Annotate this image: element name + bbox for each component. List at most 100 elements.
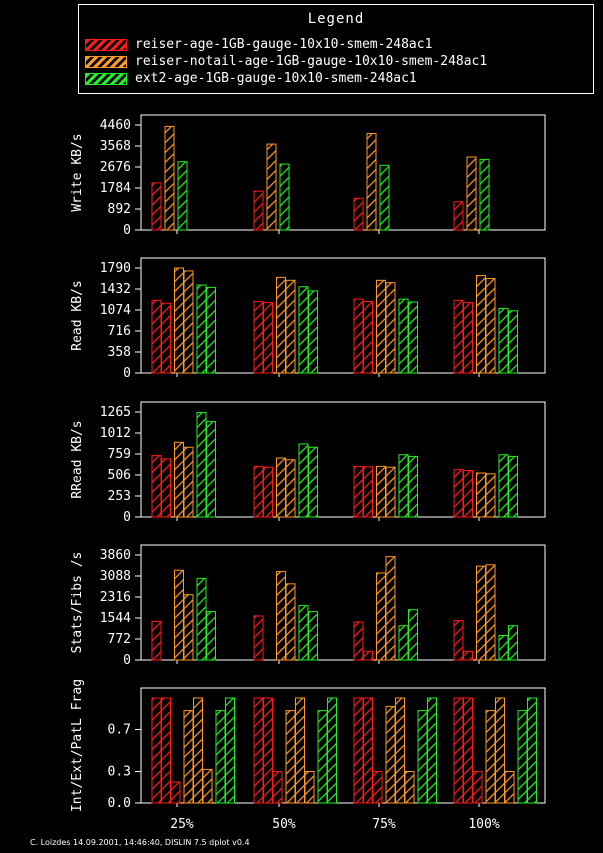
y-tick-label-4-0: 0.0 (108, 796, 131, 811)
bar-p3-s0-c0-b0 (151, 620, 162, 661)
bar-p3-s1-c2-b0 (376, 572, 386, 661)
bar-p2-s2-c1-b0 (298, 443, 309, 518)
bar-p1-s0-c1-b1 (263, 302, 273, 374)
legend-label-reiser: reiser-age-1GB-gauge-10x10-smem-248ac1 (135, 37, 433, 52)
bar-p1-s0-c0-b0 (151, 299, 162, 374)
bar-p4-s1-c3-b0 (485, 710, 496, 804)
plot-frame-3 (140, 544, 546, 661)
bar-p2-s1-c0-b1 (183, 446, 194, 518)
bar-p3-s1-c0-b0 (174, 569, 184, 661)
bar-p2-s1-c3-b0 (476, 472, 486, 518)
bar-p4-s2-c0-b1 (225, 697, 235, 804)
y-tick-label-4-1: 0.3 (108, 765, 131, 780)
bar-p3-s2-c2-b1 (408, 609, 418, 661)
bar-p4-s0-c2-b1 (363, 697, 373, 804)
y-tick-label-2-4: 1012 (100, 426, 131, 441)
bar-p4-s1-c2-b2 (404, 771, 415, 804)
legend-title: Legend (307, 11, 365, 27)
y-tick-label-0-4: 3568 (100, 139, 131, 154)
bar-p4-s1-c1-b1 (295, 697, 305, 804)
y-axis-label-1: Read KB/s (70, 280, 85, 350)
bar-p2-s2-c2-b0 (398, 454, 409, 518)
y-tick-label-2-2: 506 (108, 468, 131, 483)
bar-p1-s1-c3-b0 (476, 275, 486, 374)
legend-label-reiser-notail: reiser-notail-age-1GB-gauge-10x10-smem-2… (135, 54, 488, 69)
plot-frame-1 (140, 257, 546, 374)
bar-p2-s1-c2-b1 (385, 466, 396, 518)
bar-p1-s2-c0-b1 (206, 286, 216, 374)
bar-p2-s0-c1-b0 (253, 465, 264, 518)
bar-p3-s1-c0-b1 (183, 594, 194, 661)
bar-p3-s1-c1-b0 (276, 571, 286, 661)
bar-p4-s0-c2-b0 (353, 697, 364, 804)
footer-credit: C. Loizdes 14.09.2001, 14:46:40, DISLIN … (30, 838, 250, 847)
bar-p0-s0-c0-b0 (151, 182, 162, 231)
bar-p2-s2-c0-b0 (196, 411, 207, 518)
x-category-label-3: 100% (468, 817, 499, 832)
bar-p3-s0-c3-b0 (453, 620, 464, 661)
bar-p2-s1-c1-b1 (285, 459, 296, 518)
bar-p2-s1-c2-b0 (376, 465, 386, 518)
bar-p4-s1-c3-b1 (495, 697, 505, 804)
y-tick-label-2-3: 759 (108, 447, 131, 462)
bar-p4-s0-c1-b1 (263, 697, 273, 804)
bar-p1-s1-c1-b0 (276, 276, 286, 374)
bar-p1-s2-c1-b0 (298, 286, 309, 374)
bar-p4-s2-c3-b1 (527, 697, 537, 804)
bar-p2-s0-c2-b1 (363, 466, 373, 518)
plot-frame-2 (140, 401, 546, 518)
y-tick-label-3-3: 2316 (100, 590, 131, 605)
bar-p4-s1-c0-b1 (193, 697, 203, 804)
legend-swatch-reiser (85, 38, 127, 51)
y-tick-label-0-3: 2676 (100, 160, 131, 175)
y-tick-label-1-5: 1790 (100, 261, 131, 276)
bar-p4-s0-c0-b0 (151, 697, 162, 804)
bar-p1-s0-c3-b1 (463, 302, 473, 374)
bar-p1-s1-c2-b1 (385, 282, 396, 374)
bar-p1-s1-c0-b1 (183, 270, 194, 374)
bar-p3-s0-c2-b0 (353, 621, 364, 661)
y-tick-label-0-2: 1784 (100, 181, 131, 196)
y-tick-label-0-5: 4460 (100, 118, 131, 133)
bar-p4-s0-c3-b2 (472, 771, 483, 804)
y-axis-label-4: Int/Ext/PatL Frag (70, 679, 85, 812)
bar-p4-s1-c3-b2 (504, 771, 515, 804)
bar-p3-s2-c2-b0 (398, 625, 409, 661)
bar-p2-s0-c2-b0 (353, 465, 364, 518)
bar-p3-s1-c1-b1 (285, 583, 296, 661)
bar-p1-s0-c3-b0 (453, 299, 464, 374)
bar-p0-s2-c1-b0 (279, 163, 290, 231)
y-tick-label-3-4: 3088 (100, 569, 131, 584)
bar-p4-s0-c0-b2 (170, 781, 181, 804)
bar-p4-s0-c1-b0 (253, 697, 264, 804)
bar-p1-s1-c1-b1 (285, 279, 296, 374)
bar-p2-s0-c3-b0 (453, 469, 464, 518)
y-tick-label-4-2: 0.7 (108, 723, 131, 738)
y-tick-label-2-5: 1265 (100, 405, 131, 420)
bar-p4-s2-c2-b1 (427, 697, 437, 804)
bar-p2-s1-c0-b0 (174, 441, 184, 518)
bar-p3-s2-c1-b1 (308, 611, 318, 661)
bar-p0-s2-c3-b0 (479, 158, 490, 231)
y-tick-label-2-1: 253 (108, 489, 131, 504)
bar-p2-s2-c2-b1 (408, 455, 418, 518)
bar-p1-s2-c2-b0 (398, 298, 409, 374)
bar-p1-s2-c3-b1 (508, 310, 518, 374)
bar-p1-s2-c1-b1 (308, 290, 318, 374)
bar-p2-s0-c0-b0 (151, 455, 162, 518)
bar-p4-s2-c2-b0 (417, 710, 428, 804)
bar-p3-s0-c2-b1 (363, 650, 373, 661)
y-tick-label-1-3: 1074 (100, 303, 131, 318)
bar-p3-s2-c0-b1 (206, 611, 216, 661)
bar-p2-s2-c1-b1 (308, 446, 318, 518)
bar-p4-s2-c3-b0 (517, 710, 528, 804)
bar-p4-s0-c3-b0 (453, 697, 464, 804)
legend-swatch-ext2 (85, 72, 127, 85)
bar-p3-s2-c1-b0 (298, 605, 309, 661)
y-tick-label-2-0: 0 (123, 510, 131, 525)
bar-p4-s2-c1-b0 (317, 710, 328, 804)
bar-p1-s2-c2-b1 (408, 301, 418, 374)
bar-p1-s1-c3-b1 (485, 278, 496, 374)
x-category-label-2: 75% (372, 817, 396, 832)
